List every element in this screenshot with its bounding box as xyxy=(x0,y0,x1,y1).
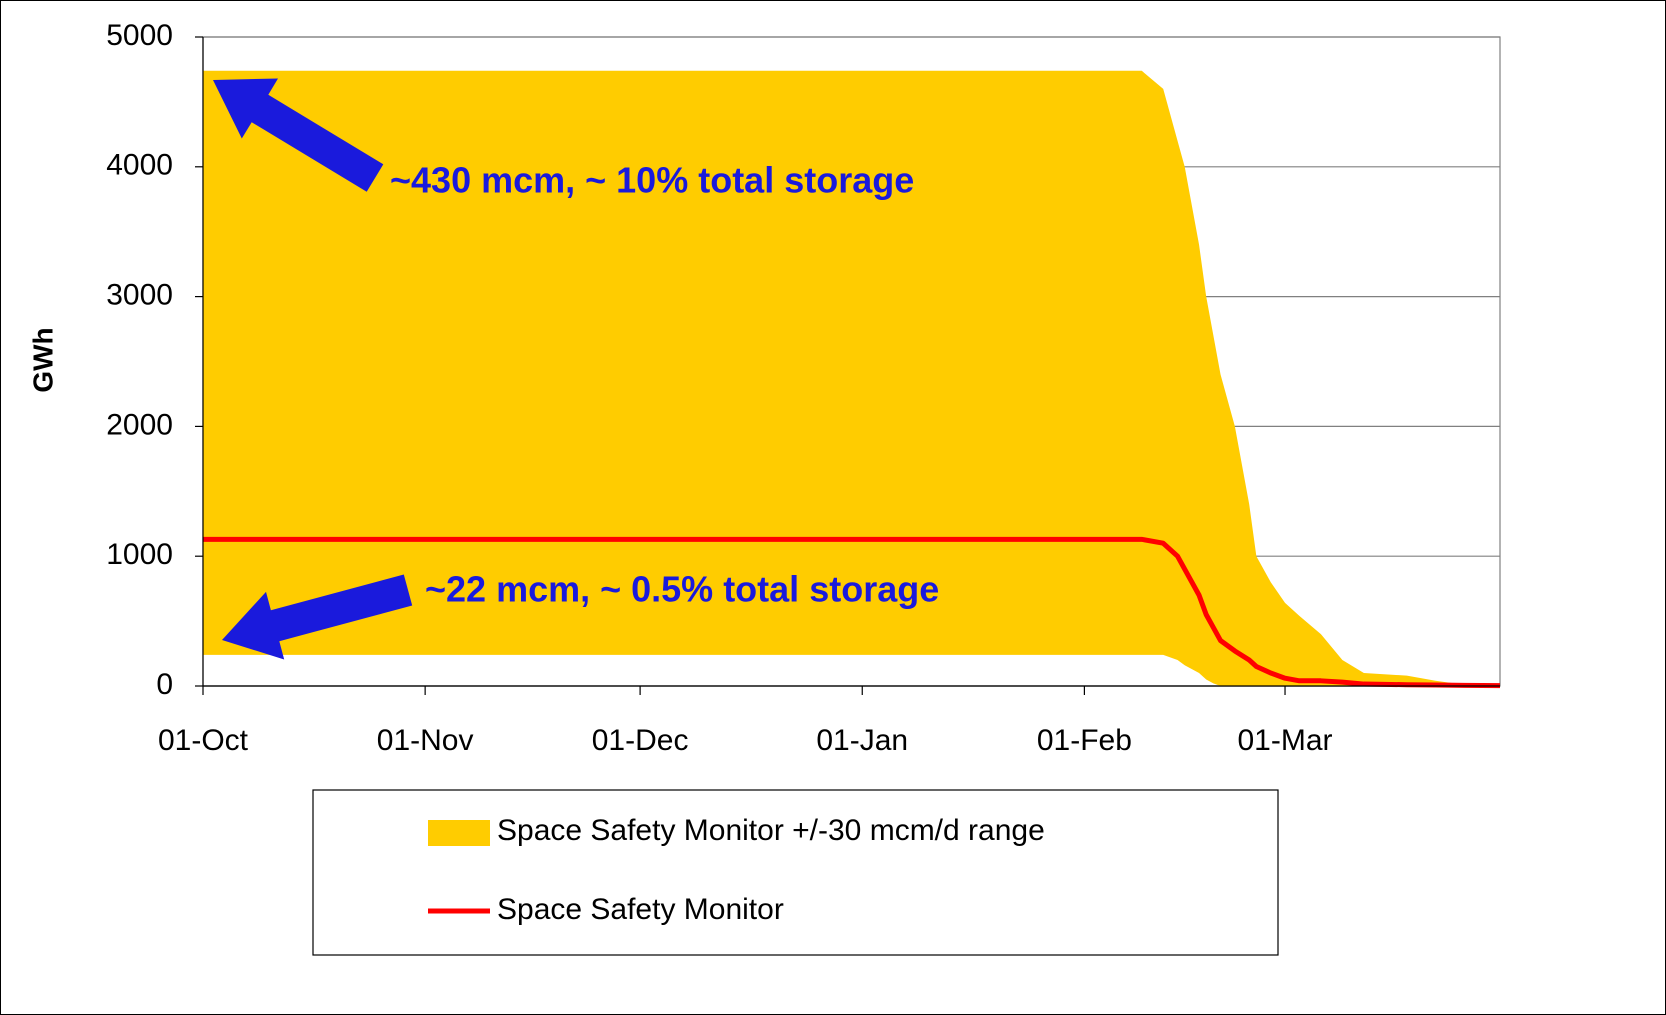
legend-label: Space Safety Monitor +/-30 mcm/d range xyxy=(497,814,1045,847)
legend-swatch xyxy=(428,820,490,846)
y-axis-label: GWh xyxy=(27,327,58,392)
y-tick-label: 5000 xyxy=(106,19,173,52)
x-tick-label: 01-Mar xyxy=(1238,724,1333,757)
range-area xyxy=(203,70,1500,687)
x-tick-label: 01-Oct xyxy=(158,724,249,757)
y-tick-label: 3000 xyxy=(106,279,173,312)
plot-area: 0 1000 2000 3000 4000 5000 01-Oct 01-Nov 01-Dec 0… xyxy=(106,19,1501,757)
legend-label: Space Safety Monitor xyxy=(497,893,784,926)
y-tick-label: 0 xyxy=(156,668,173,701)
y-tick-label: 1000 xyxy=(106,538,173,571)
y-tick-label: 4000 xyxy=(106,149,173,182)
x-tick-label: 01-Nov xyxy=(377,724,474,757)
annotation: ~22 mcm, ~ 0.5% total storage xyxy=(425,569,939,610)
x-tick-label: 01-Jan xyxy=(816,724,908,757)
arrow xyxy=(222,574,413,660)
legend xyxy=(312,789,1279,956)
y-tick-label: 2000 xyxy=(106,408,173,441)
x-tick-label: 01-Feb xyxy=(1037,724,1132,757)
x-tick-label: 01-Dec xyxy=(592,724,689,757)
line xyxy=(203,536,1501,689)
arrow xyxy=(213,78,384,192)
annotation: ~430 mcm, ~ 10% total storage xyxy=(390,160,914,201)
